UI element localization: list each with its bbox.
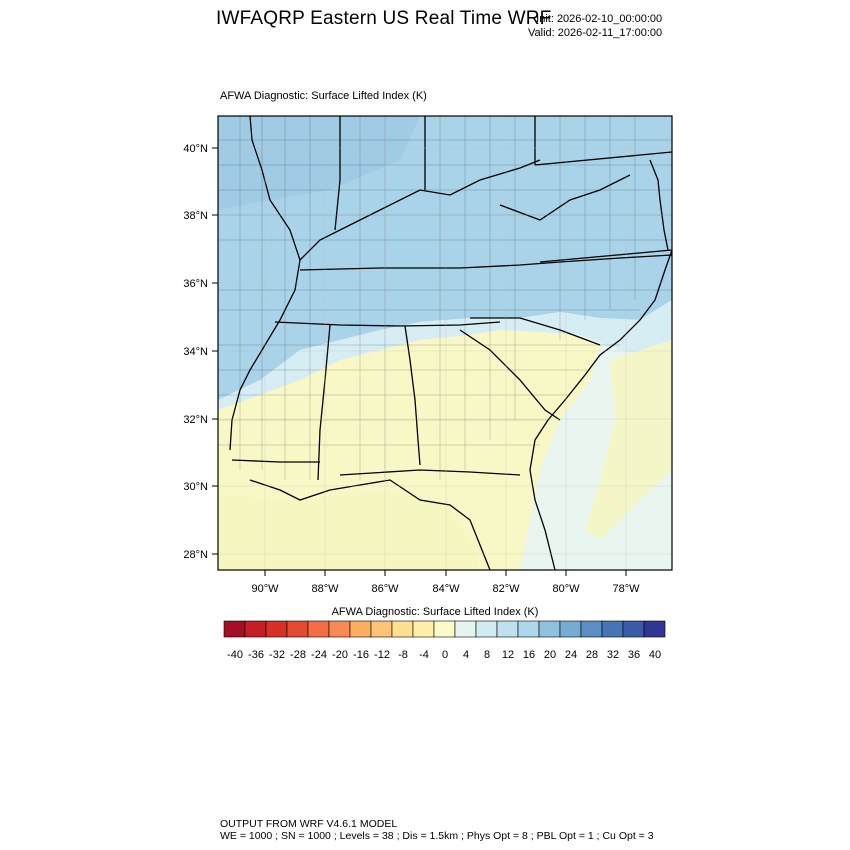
init-valid-times: Init: 2026-02-10_00:00:00 Valid: 2026-02… [528,12,662,40]
lon-label-86: 86°W [371,583,399,595]
colorbar-swatch [286,620,309,638]
state-boundaries [229,116,672,570]
colorbar-tick-label: -40 [227,649,243,661]
lon-label-90: 90°W [251,583,279,595]
colorbar-tick-label: -24 [311,649,327,661]
offshore-low-index [585,340,672,540]
lat-label-40: 40°N [183,143,208,155]
footer: OUTPUT FROM WRF V4.6.1 MODEL WE = 1000 ;… [220,818,654,842]
colorbar-tick-label: -8 [398,649,408,661]
lon-axis: 90°W 88°W 86°W 84°W 82°W 80°W 78°W [251,570,640,595]
lat-label-34: 34°N [183,346,208,358]
colorbar-tick-label: -20 [332,649,348,661]
lat-label-30: 30°N [183,481,208,493]
colorbar-title: AFWA Diagnostic: Surface Lifted Index (K… [331,606,539,618]
footer-config-line: WE = 1000 ; SN = 1000 ; Levels = 38 ; Di… [220,830,654,842]
lat-label-36: 36°N [183,278,208,290]
colorbar-swatch [643,620,666,638]
colorbar-swatch [517,620,540,638]
valid-time: Valid: 2026-02-11_17:00:00 [528,27,663,39]
map-area [218,116,672,570]
lat-label-38: 38°N [183,210,208,222]
colorbar-tick-label: -12 [374,649,390,661]
colorbar-swatch [622,620,645,638]
colorbar-tick-label: -36 [248,649,264,661]
lon-label-80: 80°W [552,583,580,595]
colorbar-swatch [496,620,519,638]
colorbar-tick-label: 8 [484,649,490,661]
gulf-low-index [218,492,480,570]
colorbar-tick-label: -32 [269,649,285,661]
colorbar-tick-label: -28 [290,649,306,661]
colorbar-swatch [223,620,246,638]
colorbar-swatch [454,620,477,638]
colorbar-swatch [349,620,372,638]
colorbar-swatch [412,620,435,638]
high-index-core [218,116,420,210]
init-time: Init: 2026-02-10_00:00:00 [536,13,663,25]
colorbar-swatch [601,620,624,638]
colorbar-tick-label: 28 [586,649,598,661]
colorbar-tick-label: 32 [607,649,619,661]
page-title: IWFAQRP Eastern US Real Time WRF [216,8,552,29]
lon-label-78: 78°W [612,583,640,595]
colorbar-swatch [580,620,603,638]
colorbar-labels: -40 -36 -32 -28 -24 -20 -16 -12 -8 -4 0 4 8 12 16 20 24 2… [227,649,661,661]
colorbar-tick-label: 16 [523,649,535,661]
colorbar-swatch [559,620,582,638]
colorbar-swatch [391,620,414,638]
colorbar-swatch [328,620,351,638]
lat-label-32: 32°N [183,414,208,426]
colorbar-swatch [265,620,288,638]
colorbar [223,620,666,638]
county-lines [218,116,672,480]
lon-label-82: 82°W [492,583,520,595]
colorbar-tick-label: 36 [628,649,640,661]
colorbar-swatch [307,620,330,638]
map-subtitle: AFWA Diagnostic: Surface Lifted Index (K… [220,90,427,102]
colorbar-swatch [244,620,267,638]
colorbar-tick-label: 40 [649,649,661,661]
colorbar-tick-label: -4 [419,649,429,661]
footer-model-line: OUTPUT FROM WRF V4.6.1 MODEL [220,818,398,830]
lon-label-88: 88°W [311,583,339,595]
colorbar-swatch [370,620,393,638]
colorbar-tick-label: 24 [565,649,577,661]
colorbar-tick-label: 20 [544,649,556,661]
graticule [218,116,672,570]
colorbar-tick-label: 4 [463,649,469,661]
lon-label-84: 84°W [432,583,460,595]
colorbar-tick-label: 12 [502,649,514,661]
colorbar-swatch [433,620,456,638]
colorbar-tick-label: -16 [353,649,369,661]
mid-index-band [218,300,672,410]
lat-axis: 40°N 38°N 36°N 34°N 32°N 30°N 28°N [183,143,218,561]
colorbar-swatch [475,620,498,638]
lat-label-28: 28°N [183,549,208,561]
colorbar-swatch [538,620,561,638]
colorbar-tick-label: 0 [442,649,448,661]
map-frame [217,115,673,571]
